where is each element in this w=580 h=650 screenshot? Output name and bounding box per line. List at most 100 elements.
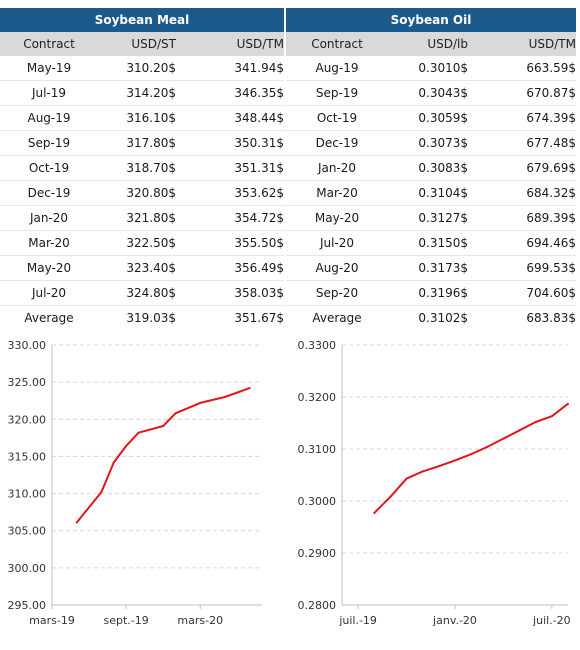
contract-cell: Oct-19 [286,105,388,131]
contract-cell: Jul-19 [0,80,98,106]
data-point [373,511,376,514]
contract-cell: Sep-19 [286,80,388,106]
data-point [223,396,226,398]
contract-cell: Aug-19 [286,56,388,81]
soybean-meal-line-chart: 295.00 300.00 305.00 310.00 315.00 320.00 325.… [8,339,262,627]
table-row: Jul-20 324.80$ 358.03$ [0,280,284,306]
price-per-tonne-cell: 351.31$ [176,155,284,181]
y-tick-label: 320.00 [8,413,47,426]
price-cell: 310.20$ [98,56,176,81]
contract-cell: Sep-20 [286,280,388,306]
data-point [248,387,251,390]
data-point [405,477,408,480]
price-cell: 323.40$ [98,255,176,281]
data-point [534,420,537,423]
data-point [137,431,140,434]
x-tick-label: mars-20 [177,614,223,627]
data-point [421,470,424,473]
data-point [550,415,553,418]
price-per-tonne-cell: 670.87$ [468,80,576,106]
price-cell: 317.80$ [98,130,176,156]
contract-cell: Mar-20 [286,180,388,206]
table-row: Jul-19 314.20$ 346.35$ [0,80,284,106]
contract-cell: Jul-20 [286,230,388,256]
price-per-tonne-cell: 346.35$ [176,80,284,106]
column-header-contract: Contract [0,32,98,56]
table-row: May-20 323.40$ 356.49$ [0,255,284,281]
price-cell: 318.70$ [98,155,176,181]
price-cell: 314.20$ [98,80,176,106]
price-cell: 0.3104$ [388,180,468,206]
price-cell: 0.3127$ [388,205,468,231]
table-row: Jul-20 0.3150$ 694.46$ [286,230,576,256]
price-per-tonne-cell: 704.60$ [468,280,576,306]
y-tick-label: 295.00 [8,599,47,612]
y-tick-label: 0.2900 [298,547,337,560]
column-header-usd-st: USD/ST [98,32,176,56]
table-row: Aug-19 316.10$ 348.44$ [0,105,284,131]
table-separator [284,8,286,318]
table-row: Sep-19 317.80$ 350.31$ [0,130,284,156]
x-tick-label: janv.-20 [432,614,477,627]
data-point [486,445,489,448]
price-cell: 0.3196$ [388,280,468,306]
soybean-oil-table: Soybean Oil Contract USD/lb USD/TM Aug-1… [286,8,576,330]
contract-cell: May-20 [286,205,388,231]
y-tick-label: 0.2800 [298,599,337,612]
price-cell: 0.3073$ [388,130,468,156]
y-tick-label: 315.00 [8,450,47,463]
data-point [100,491,103,494]
price-cell: 322.50$ [98,230,176,256]
table-row: Oct-19 0.3059$ 674.39$ [286,105,576,131]
x-tick-label: juil.-20 [532,614,571,627]
data-point [437,465,440,468]
x-tick-label: sept.-19 [103,614,148,627]
column-header-usd-tm: USD/TM [176,32,284,56]
data-point [389,495,392,498]
price-per-tonne-cell: 353.62$ [176,180,284,206]
price-cell: 321.80$ [98,205,176,231]
price-per-tonne-cell: 341.94$ [176,56,284,81]
contract-cell: Aug-19 [0,105,98,131]
table-row: Mar-20 0.3104$ 684.32$ [286,180,576,206]
data-point [75,521,78,524]
price-per-tonne-cell: 677.48$ [468,130,576,156]
average-row: Average 319.03$ 351.67$ [0,305,284,330]
price-cell: 316.10$ [98,105,176,131]
contract-cell: Mar-20 [0,230,98,256]
data-point [502,437,505,440]
contract-cell: Aug-20 [286,255,388,281]
contract-cell: Jan-20 [286,155,388,181]
price-per-tonne-cell: 351.67$ [176,305,284,330]
data-point [125,445,128,448]
price-cell: 0.3173$ [388,255,468,281]
contract-cell: May-20 [0,255,98,281]
price-per-tonne-cell: 356.49$ [176,255,284,281]
price-per-tonne-cell: 683.83$ [468,305,576,330]
soybean-oil-line-chart: 0.2800 0.2900 0.3000 0.3100 0.3200 0.3300 juil… [298,339,571,627]
series-line [75,387,250,524]
soybean-meal-header-row: Contract USD/ST USD/TM [0,32,284,56]
table-row: Mar-20 322.50$ 355.50$ [0,230,284,256]
price-per-tonne-cell: 684.32$ [468,180,576,206]
price-per-tonne-cell: 689.39$ [468,205,576,231]
table-row: Dec-19 0.3073$ 677.48$ [286,130,576,156]
price-cell: 0.3083$ [388,155,468,181]
price-per-tonne-cell: 663.59$ [468,56,576,81]
table-row: Oct-19 318.70$ 351.31$ [0,155,284,181]
y-tick-label: 300.00 [8,562,47,575]
data-point [518,429,521,432]
table-row: Jan-20 321.80$ 354.72$ [0,205,284,231]
y-tick-label: 0.3300 [298,339,337,352]
price-per-tonne-cell: 699.53$ [468,255,576,281]
y-tick-label: 0.3200 [298,391,337,404]
price-cell: 0.3150$ [388,230,468,256]
average-row: Average 0.3102$ 683.83$ [286,305,576,330]
contract-cell: Oct-19 [0,155,98,181]
data-point [174,412,177,415]
x-tick-label: juil.-19 [338,614,377,627]
price-cell: 320.80$ [98,180,176,206]
contract-cell: Dec-19 [0,180,98,206]
table-row: Sep-20 0.3196$ 704.60$ [286,280,576,306]
soybean-meal-table: Soybean Meal Contract USD/ST USD/TM May-… [0,8,284,330]
